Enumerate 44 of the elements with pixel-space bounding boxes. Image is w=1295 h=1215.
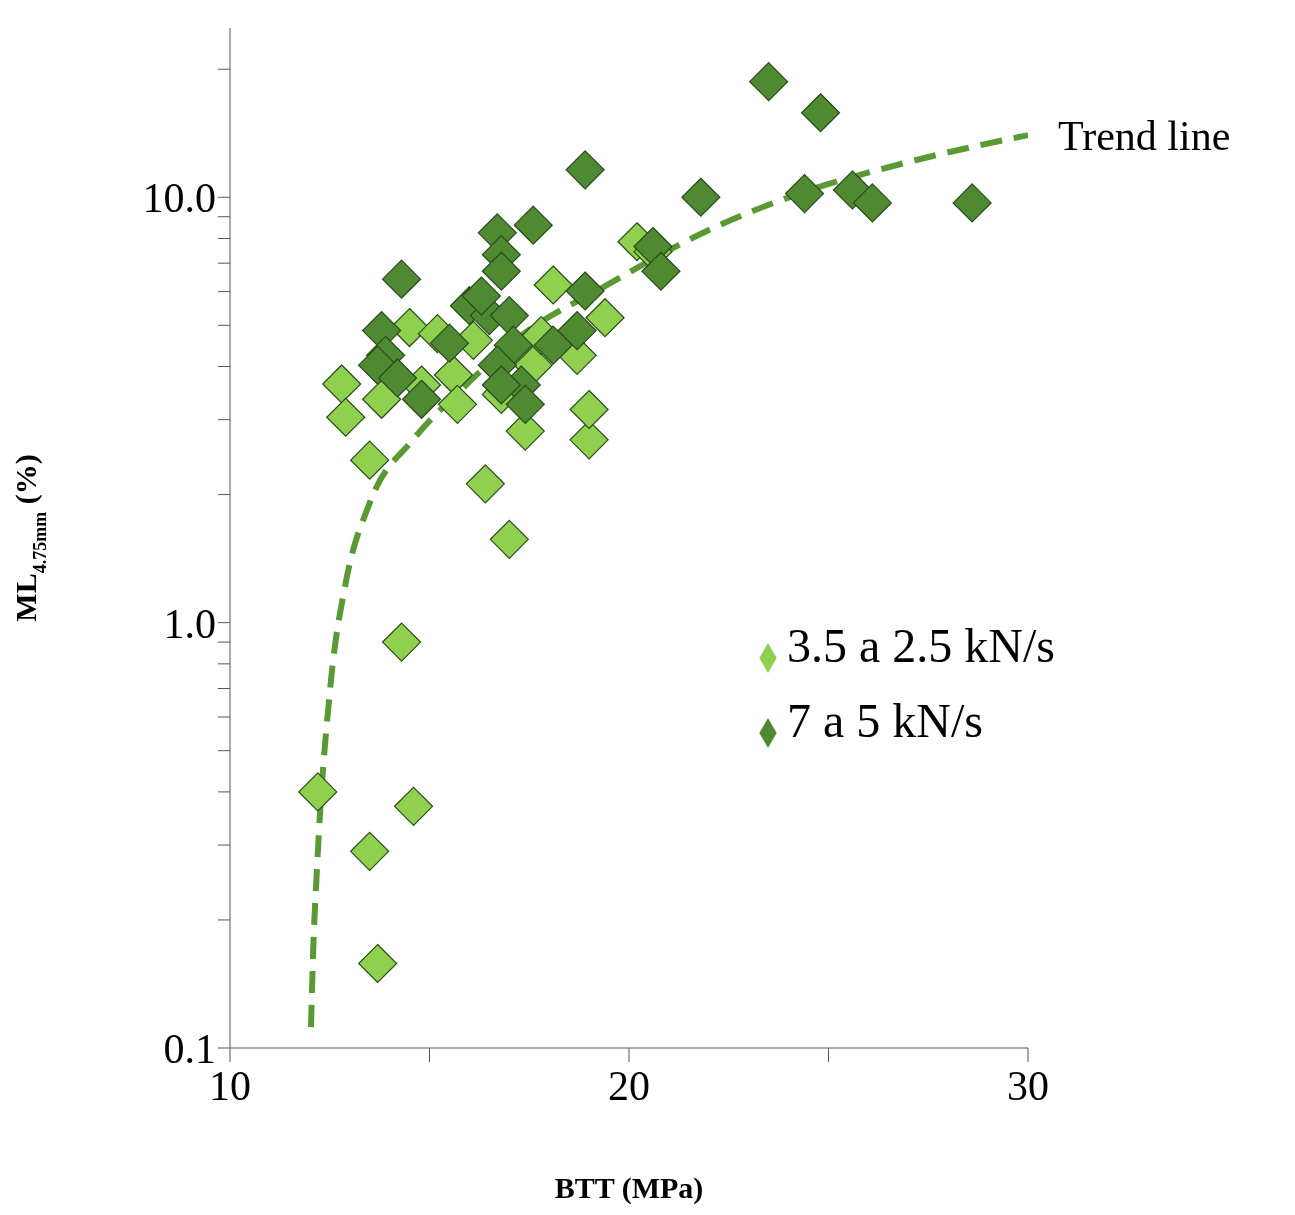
- point: [461, 276, 501, 316]
- point: [513, 205, 553, 245]
- point: [565, 271, 605, 311]
- y-tick-label: 10.0: [142, 175, 216, 222]
- point: [429, 323, 470, 363]
- point: [852, 183, 892, 223]
- point: [800, 93, 841, 133]
- point: [465, 464, 505, 504]
- point: [362, 379, 402, 419]
- point: [381, 622, 422, 662]
- point: [533, 325, 573, 365]
- point: [381, 259, 422, 299]
- point: [749, 62, 789, 102]
- point: [557, 310, 597, 351]
- point: [481, 251, 521, 291]
- point: [350, 440, 390, 480]
- point: [322, 364, 362, 404]
- point: [493, 325, 533, 365]
- x-axis-title: BTT (MPa): [554, 1171, 704, 1205]
- point: [326, 397, 366, 437]
- point: [681, 177, 721, 217]
- point: [358, 943, 398, 984]
- point: [569, 389, 609, 430]
- point: [489, 519, 529, 559]
- point: [350, 831, 390, 871]
- y-tick-label: 1.0: [163, 600, 216, 647]
- point: [784, 174, 825, 214]
- point: [533, 265, 573, 305]
- point: [565, 150, 605, 190]
- point: [377, 358, 418, 398]
- point: [585, 298, 625, 338]
- point: [437, 384, 478, 424]
- point: [298, 772, 338, 812]
- annotation: Trend line: [1058, 113, 1231, 160]
- legend-label: 3.5 a 2.5 kN/s: [787, 619, 1055, 672]
- point: [952, 183, 992, 223]
- legend-label: 7 a 5 kN/s: [787, 694, 983, 747]
- point: [505, 384, 545, 424]
- x-tick-label: 30: [1007, 1062, 1049, 1109]
- x-tick-label: 20: [608, 1062, 650, 1109]
- point: [401, 379, 442, 419]
- point: [393, 786, 434, 826]
- point: [481, 365, 521, 405]
- point: [641, 251, 681, 291]
